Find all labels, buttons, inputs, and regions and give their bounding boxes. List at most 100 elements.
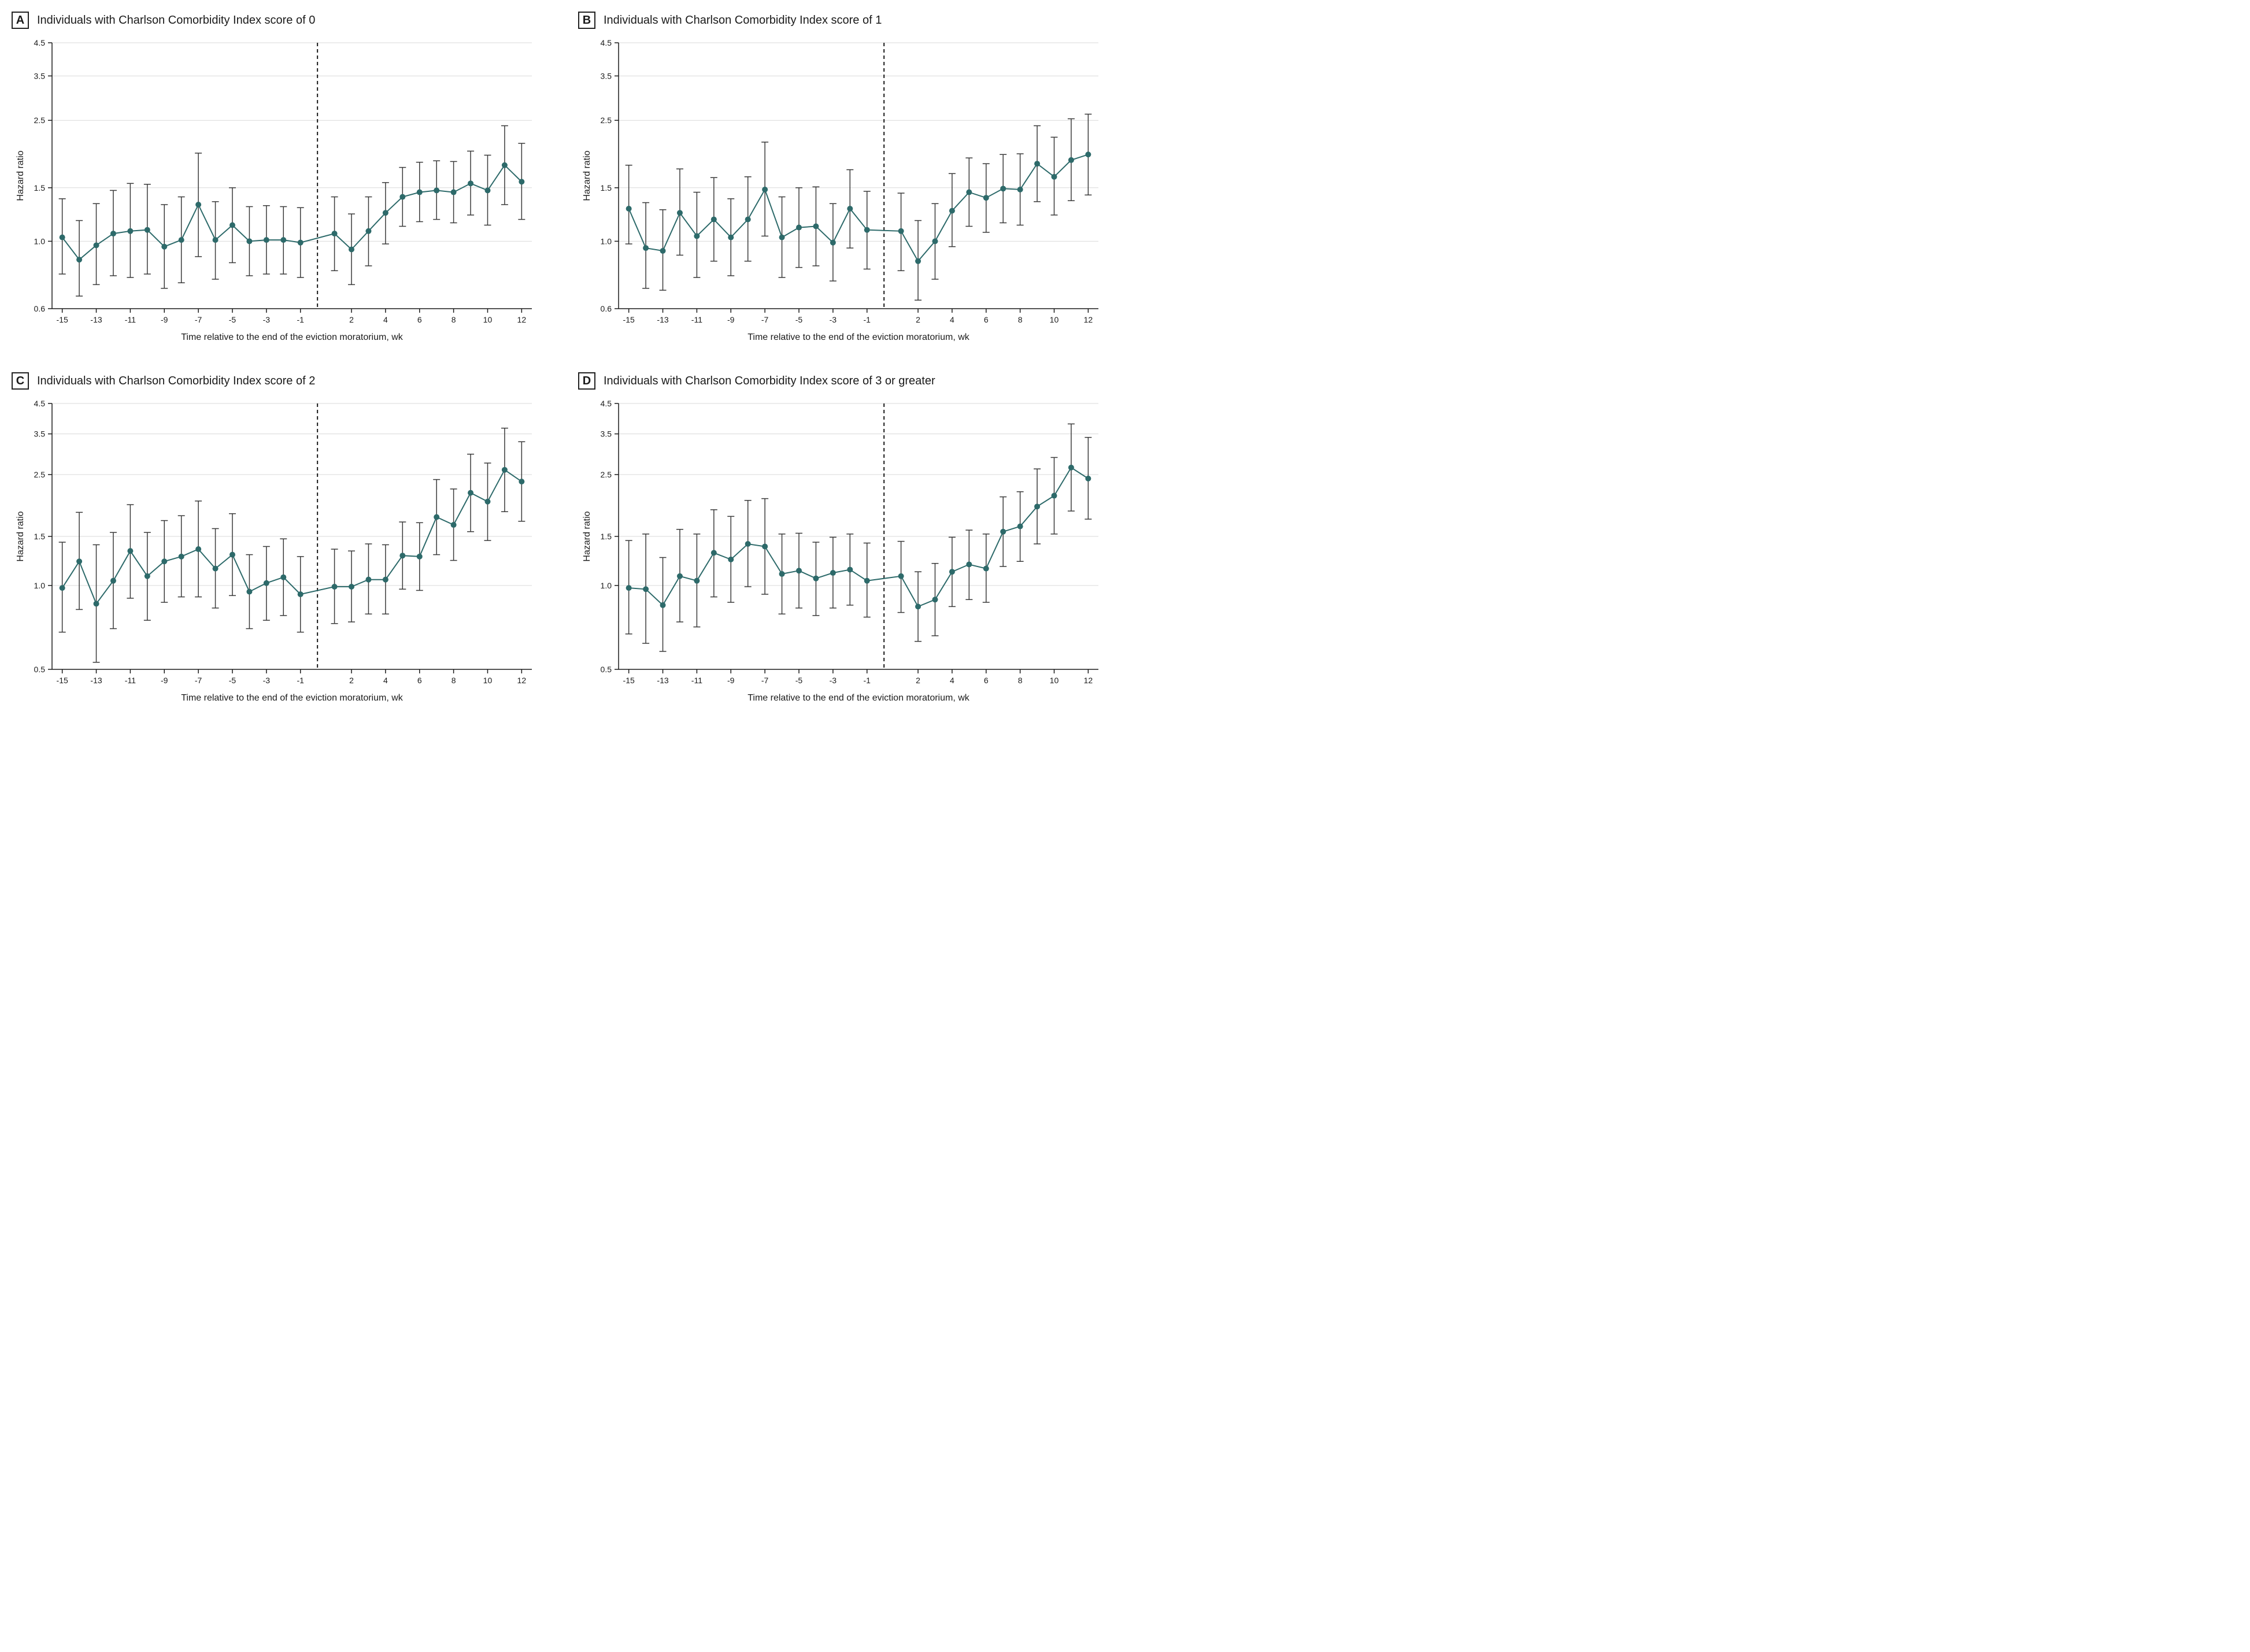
data-marker — [966, 561, 972, 567]
panel-c: C Individuals with Charlson Comorbidity … — [12, 372, 543, 710]
data-marker — [280, 237, 286, 243]
x-tick-label: -13 — [657, 315, 668, 324]
data-marker — [779, 235, 785, 240]
data-marker — [468, 490, 473, 496]
x-tick-label: -3 — [263, 676, 271, 685]
x-tick-label: 8 — [452, 676, 456, 685]
data-marker — [796, 225, 802, 231]
data-marker — [519, 479, 524, 484]
x-tick-label: 8 — [1018, 315, 1023, 324]
chart-wrap: -15-13-11-9-7-5-3-1246810121.01.52.53.54… — [12, 398, 543, 710]
y-tick-label: 1.5 — [34, 532, 46, 541]
data-marker — [762, 187, 768, 192]
data-marker — [1085, 151, 1091, 157]
data-marker — [399, 194, 405, 200]
data-marker — [127, 548, 133, 554]
data-marker — [626, 585, 632, 591]
y-axis-label: Hazard ratio — [582, 150, 592, 201]
x-tick-label: -11 — [125, 676, 136, 685]
x-tick-label: 10 — [1050, 676, 1059, 685]
data-marker — [660, 602, 666, 608]
panel-title: Individuals with Charlson Comorbidity In… — [604, 375, 935, 388]
x-tick-label: 4 — [950, 676, 954, 685]
x-tick-label: -1 — [863, 315, 871, 324]
figure-grid: A Individuals with Charlson Comorbidity … — [12, 12, 1110, 710]
data-marker — [417, 190, 423, 195]
chart-svg: -15-13-11-9-7-5-3-1246810121.01.52.53.54… — [12, 37, 543, 349]
data-marker — [830, 570, 836, 576]
x-tick-label: 4 — [383, 315, 388, 324]
data-marker — [298, 591, 304, 597]
y-tick-label: 0.5 — [601, 665, 612, 674]
data-marker — [830, 240, 836, 246]
data-marker — [213, 566, 219, 572]
data-marker — [1051, 493, 1057, 499]
data-marker — [677, 210, 683, 216]
y-axis-label: Hazard ratio — [582, 511, 592, 561]
data-marker — [230, 552, 235, 558]
x-tick-label: 2 — [916, 676, 920, 685]
data-marker — [915, 603, 921, 609]
y-tick-label: 2.5 — [601, 116, 612, 125]
data-marker — [502, 162, 508, 168]
data-marker — [365, 577, 371, 583]
data-marker — [519, 179, 524, 184]
x-tick-label: -7 — [761, 315, 769, 324]
x-tick-label: -9 — [161, 676, 168, 685]
data-marker — [1000, 186, 1006, 191]
data-marker — [246, 589, 252, 595]
data-marker — [1068, 465, 1074, 471]
x-tick-label: 10 — [483, 315, 493, 324]
panel-letter: A — [12, 12, 29, 29]
data-marker — [1000, 529, 1006, 535]
x-tick-label: -3 — [263, 315, 271, 324]
data-marker — [399, 553, 405, 558]
x-tick-label: -13 — [90, 676, 102, 685]
y-tick-label: 4.5 — [34, 399, 46, 408]
x-tick-label: -11 — [125, 315, 136, 324]
chart-svg: -15-13-11-9-7-5-3-1246810121.01.52.53.54… — [578, 398, 1110, 710]
y-tick-label: 1.0 — [601, 236, 612, 246]
data-marker — [813, 576, 819, 581]
data-marker — [643, 245, 649, 251]
data-marker — [349, 247, 354, 253]
data-marker — [1068, 157, 1074, 163]
x-axis-label: Time relative to the end of the eviction… — [181, 332, 404, 342]
y-tick-label: 0.6 — [34, 304, 46, 313]
x-tick-label: -13 — [90, 315, 102, 324]
panel-header: D Individuals with Charlson Comorbidity … — [578, 372, 1110, 390]
x-tick-label: -1 — [297, 315, 304, 324]
y-tick-label: 1.0 — [34, 581, 46, 590]
data-marker — [643, 586, 649, 592]
data-marker — [161, 244, 167, 250]
data-marker — [1085, 476, 1091, 481]
x-tick-label: -7 — [761, 676, 769, 685]
data-marker — [264, 237, 269, 243]
data-marker — [94, 601, 99, 606]
data-marker — [728, 235, 734, 240]
data-marker — [745, 541, 751, 547]
data-marker — [898, 228, 904, 234]
data-marker — [711, 217, 717, 223]
y-tick-label: 4.5 — [601, 38, 612, 47]
chart-wrap: -15-13-11-9-7-5-3-1246810121.01.52.53.54… — [12, 37, 543, 349]
chart-svg: -15-13-11-9-7-5-3-1246810121.01.52.53.54… — [12, 398, 543, 710]
data-marker — [332, 231, 338, 236]
data-marker — [434, 514, 439, 520]
chart-wrap: -15-13-11-9-7-5-3-1246810121.01.52.53.54… — [578, 398, 1110, 710]
x-tick-label: 10 — [483, 676, 493, 685]
y-tick-label: 2.5 — [34, 470, 46, 479]
x-tick-label: 6 — [984, 315, 989, 324]
x-tick-label: 12 — [517, 315, 527, 324]
x-tick-label: -9 — [727, 315, 735, 324]
x-tick-label: -15 — [57, 676, 68, 685]
data-marker — [110, 578, 116, 584]
series-line — [62, 470, 522, 604]
data-marker — [230, 222, 235, 228]
y-tick-label: 4.5 — [34, 38, 46, 47]
y-tick-label: 3.5 — [34, 429, 46, 439]
y-tick-label: 3.5 — [34, 71, 46, 80]
data-marker — [949, 569, 955, 575]
x-axis-label: Time relative to the end of the eviction… — [747, 332, 970, 342]
data-marker — [451, 190, 457, 195]
